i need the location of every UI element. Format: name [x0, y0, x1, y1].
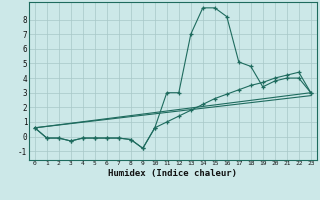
X-axis label: Humidex (Indice chaleur): Humidex (Indice chaleur)	[108, 169, 237, 178]
